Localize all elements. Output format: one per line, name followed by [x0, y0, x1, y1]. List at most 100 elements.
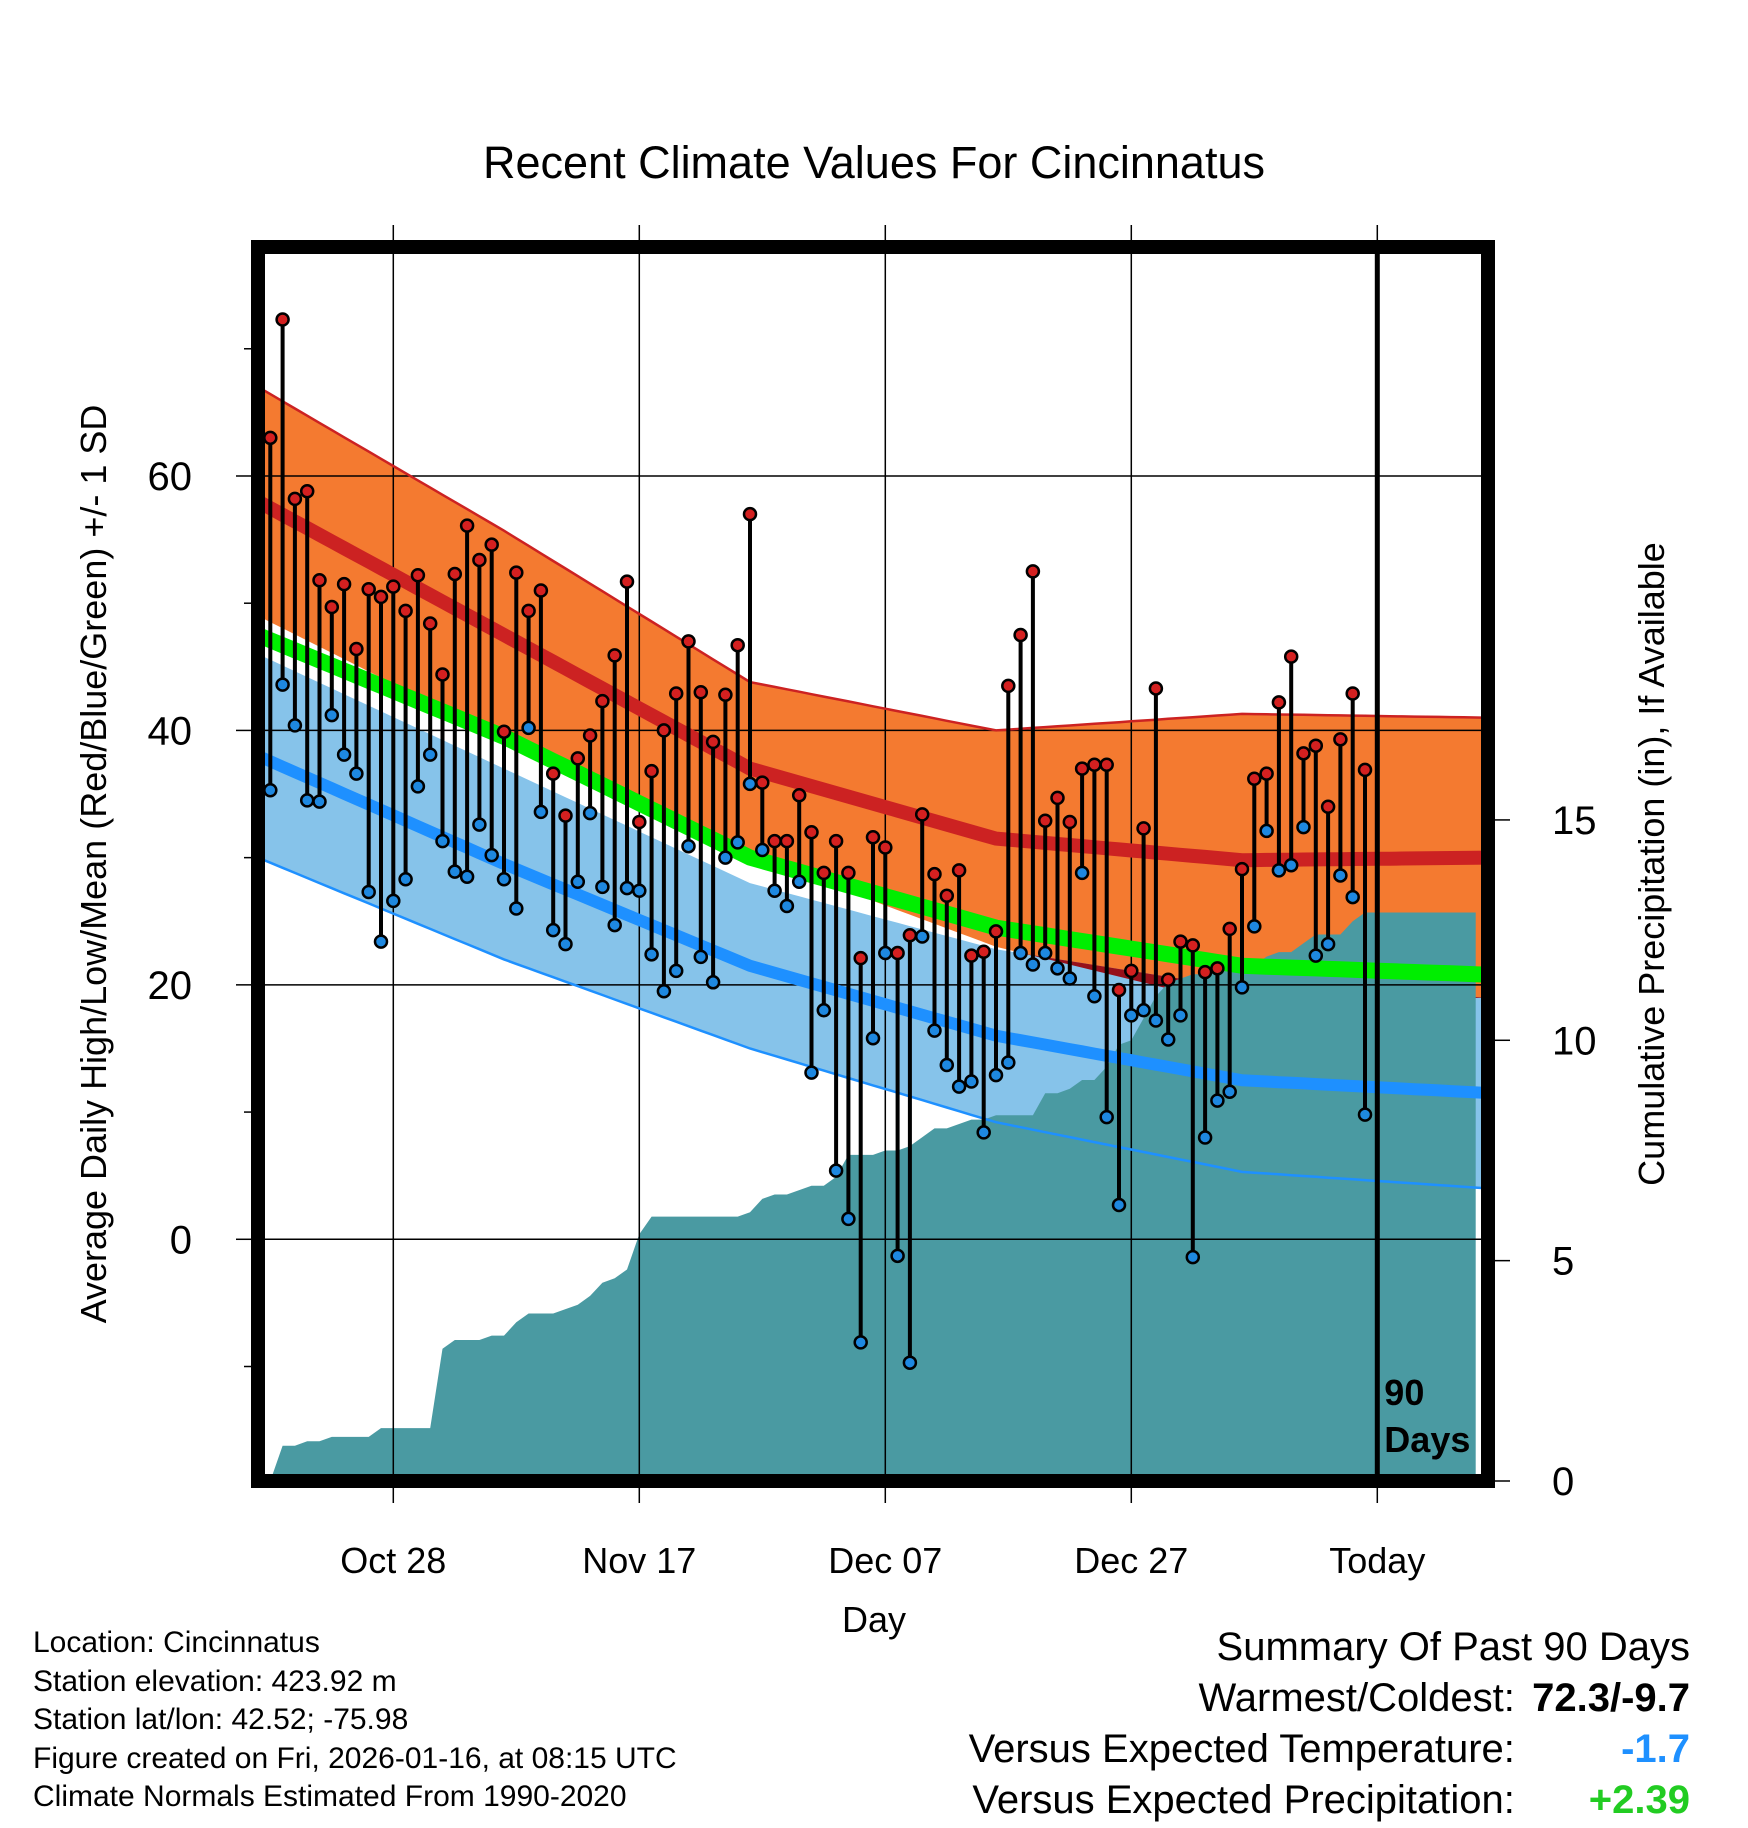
daily-high-point	[828, 833, 844, 849]
daily-high-point	[336, 576, 352, 592]
daily-low-point	[902, 1355, 918, 1370]
summary-panel: Summary Of Past 90 Days Warmest/Coldest:…	[969, 1622, 1690, 1826]
daily-high-point	[472, 552, 487, 568]
daily-high-point	[287, 491, 303, 507]
daily-high-point	[841, 865, 856, 881]
daily-low-point	[533, 804, 549, 820]
daily-low-point	[693, 949, 709, 965]
daily-low-point	[1271, 863, 1287, 878]
daily-low-point	[570, 874, 586, 890]
daily-high-point	[1037, 813, 1053, 828]
high-normal-line	[258, 495, 1488, 868]
daily-high-point	[927, 866, 942, 882]
daily-low-point	[632, 883, 647, 898]
daily-low-point	[1013, 945, 1028, 961]
x-tick-label: Dec 27	[1074, 1540, 1188, 1581]
plot-frame	[251, 240, 1495, 1488]
daily-low-point	[804, 1065, 819, 1080]
daily-high-point	[1197, 964, 1213, 980]
daily-low-point	[927, 1023, 942, 1038]
daily-high-point	[1062, 814, 1078, 830]
daily-high-point	[386, 579, 401, 594]
daily-low-point	[299, 793, 315, 808]
daily-high-point	[324, 599, 340, 615]
daily-low-point	[718, 850, 733, 865]
daily-high-point	[693, 685, 709, 700]
daily-high-point	[521, 603, 536, 619]
daily-low-point	[816, 1003, 832, 1018]
daily-low-point	[951, 1079, 967, 1094]
today-days-label: Days	[1384, 1419, 1470, 1460]
y2-tick-label: 15	[1552, 799, 1597, 843]
daily-high-point	[1099, 757, 1114, 773]
daily-low-point	[287, 718, 303, 733]
daily-high-point	[398, 603, 413, 619]
daily-high-point	[988, 924, 1004, 939]
daily-high-point	[742, 506, 758, 522]
daily-high-point	[299, 484, 315, 499]
daily-low-point	[521, 720, 536, 736]
summary-title: Summary Of Past 90 Days	[1216, 1625, 1690, 1669]
daily-high-point	[865, 830, 881, 845]
daily-low-point	[779, 898, 795, 914]
daily-high-point	[1210, 961, 1225, 976]
daily-low-point	[841, 1211, 856, 1227]
daily-low-point	[988, 1067, 1004, 1083]
daily-low-point	[853, 1335, 868, 1350]
x-tick-label: Nov 17	[582, 1540, 696, 1581]
temp-label: Versus Expected Temperature:	[968, 1727, 1515, 1771]
daily-low-point	[263, 782, 278, 798]
daily-high-point	[1247, 771, 1262, 787]
daily-low-point	[1148, 1013, 1164, 1028]
daily-low-point	[1050, 961, 1065, 976]
daily-low-point	[361, 884, 376, 900]
daily-low-point	[755, 842, 770, 858]
daily-low-point	[545, 922, 561, 938]
station-info: Location: Cincinnatus Station elevation:…	[33, 1624, 677, 1817]
daily-high-point	[779, 833, 795, 849]
daily-high-point	[755, 775, 770, 790]
daily-low-point	[878, 945, 893, 961]
daily-low-point	[1234, 980, 1250, 995]
daily-high-point	[902, 927, 918, 943]
today-days-count: 90	[1384, 1372, 1424, 1413]
daily-low-point	[939, 1057, 955, 1073]
daily-low-point	[582, 805, 598, 821]
daily-low-point	[336, 747, 352, 762]
daily-low-point	[410, 779, 426, 794]
daily-low-point	[828, 1163, 844, 1178]
daily-high-point	[705, 734, 721, 750]
daily-high-point	[1222, 921, 1237, 937]
daily-low-point	[1001, 1055, 1016, 1070]
daily-low-point	[1308, 948, 1324, 963]
daily-low-point	[865, 1031, 881, 1046]
daily-high-point	[804, 824, 819, 840]
daily-low-point	[1320, 936, 1336, 952]
daily-high-point	[570, 751, 586, 766]
daily-high-point	[1074, 761, 1090, 776]
daily-high-point	[1160, 972, 1176, 988]
daily-low-point	[1185, 1249, 1201, 1265]
daily-low-point	[1333, 868, 1348, 883]
daily-high-point	[730, 637, 745, 653]
daily-low-point	[1124, 1008, 1139, 1023]
daily-high-point	[1001, 678, 1016, 694]
daily-high-point	[361, 581, 376, 597]
daily-low-point	[705, 975, 721, 990]
y-tick-label: 60	[148, 455, 193, 499]
y-tick-label: 0	[170, 1218, 192, 1262]
daily-low-point	[496, 872, 512, 887]
daily-high-point	[582, 728, 598, 743]
elevation-text: Station elevation: 423.92 m	[33, 1664, 397, 1698]
daily-low-point	[964, 1074, 979, 1089]
daily-high-point	[496, 724, 512, 739]
daily-high-point	[1234, 861, 1250, 877]
daily-low-point	[730, 835, 745, 850]
daily-high-point	[1087, 757, 1102, 773]
y2-tick-label: 10	[1552, 1019, 1597, 1063]
daily-low-point	[472, 817, 487, 832]
daily-low-point	[275, 677, 290, 692]
daily-low-point	[1087, 989, 1102, 1004]
daily-high-point	[1283, 649, 1299, 664]
daily-high-point	[939, 888, 955, 904]
